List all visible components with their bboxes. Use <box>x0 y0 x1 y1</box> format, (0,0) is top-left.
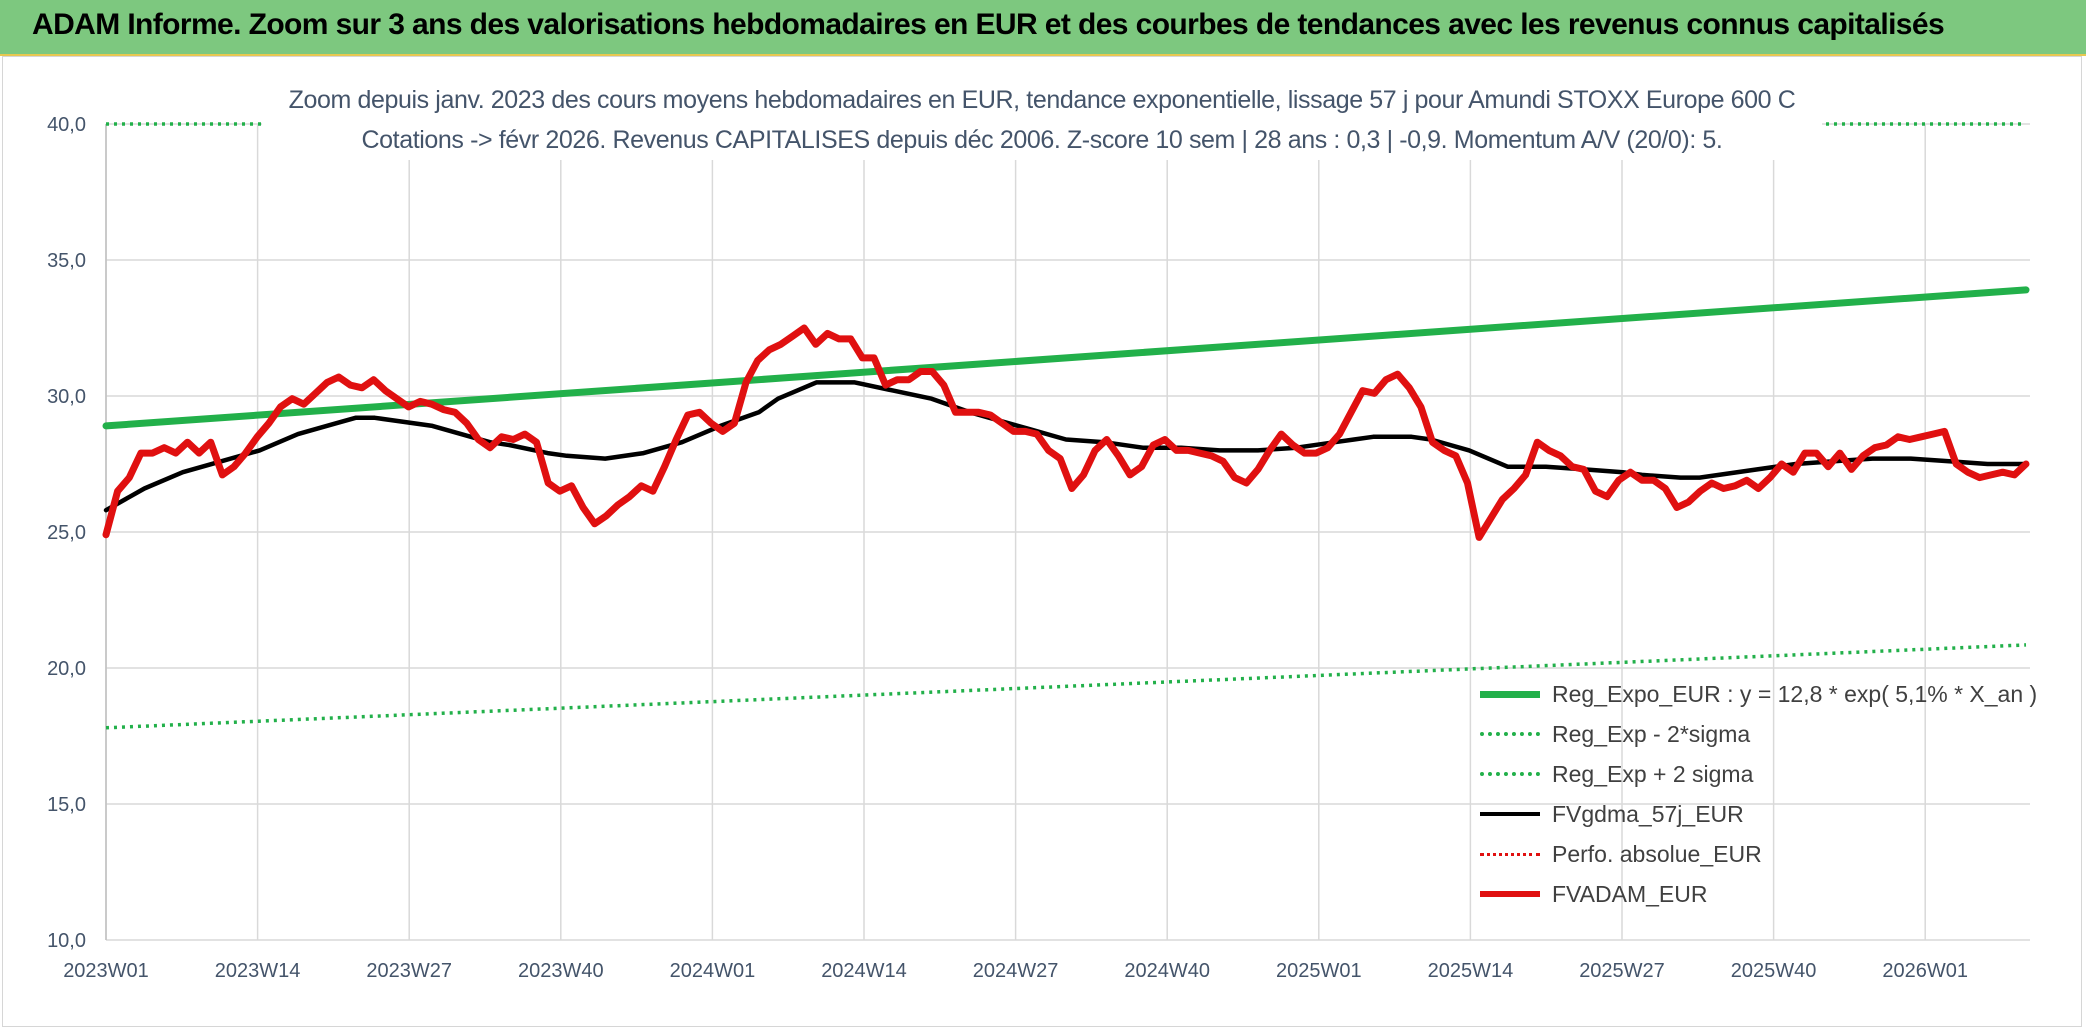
legend-item: Reg_Exp + 2 sigma <box>1480 754 2040 794</box>
x-tick-label: 2024W14 <box>821 960 907 982</box>
y-tick-label: 20,0 <box>47 658 86 680</box>
legend-label-reg-minus: Reg_Exp - 2*sigma <box>1552 720 1751 747</box>
legend-label-fvadam: FVADAM_EUR <box>1552 880 1708 907</box>
y-tick-label: 10,0 <box>47 930 86 952</box>
legend-label-fvgdma: FVgdma_57j_EUR <box>1552 800 1744 827</box>
legend-label-perfo: Perfo. absolue_EUR <box>1552 840 1762 867</box>
series-lines <box>102 122 2030 730</box>
x-tick-label: 2023W40 <box>518 960 604 982</box>
legend-item: FVADAM_EUR <box>1480 874 2040 914</box>
series-fvgdma-57j <box>103 380 2029 513</box>
legend-swatch-fvadam <box>1480 891 1540 897</box>
y-tick-label: 35,0 <box>47 250 86 272</box>
y-tick-label: 15,0 <box>47 794 86 816</box>
axis-labels: 10,0 15,0 20,0 25,0 30,0 35,0 40,0 2023W01 2023W… <box>47 114 1968 982</box>
x-tick-label: 2024W27 <box>973 960 1059 982</box>
y-tick-label: 40,0 <box>47 114 86 136</box>
legend-label-reg-plus: Reg_Exp + 2 sigma <box>1552 760 1754 787</box>
series-reg-minus-2sigma <box>105 643 2027 730</box>
legend-item: Perfo. absolue_EUR <box>1480 834 2040 874</box>
report-banner: ADAM Informe. Zoom sur 3 ans des valoris… <box>0 0 2086 56</box>
chart-title-line-2: Cotations -> févr 2026. Revenus CAPITALI… <box>361 126 1723 154</box>
x-tick-label: 2026W01 <box>1882 960 1968 982</box>
legend-swatch-perfo <box>1480 852 1540 856</box>
y-tick-label: 30,0 <box>47 386 86 408</box>
chart-title-line-1: Zoom depuis janv. 2023 des cours moyens … <box>288 86 1796 114</box>
series-fvadam <box>102 324 2030 541</box>
x-tick-label: 2023W27 <box>366 960 452 982</box>
x-tick-label: 2025W14 <box>1428 960 1514 982</box>
legend-item: Reg_Exp - 2*sigma <box>1480 714 2040 754</box>
x-tick-label: 2023W14 <box>215 960 301 982</box>
x-tick-label: 2024W01 <box>670 960 756 982</box>
chart-frame <box>2 56 2082 1027</box>
legend-label-reg-expo: Reg_Expo_EUR : y = 12,8 * exp( 5,1% * X_… <box>1552 680 2038 707</box>
report-title: ADAM Informe. Zoom sur 3 ans des valoris… <box>32 8 1945 41</box>
chart-legend: Reg_Expo_EUR : y = 12,8 * exp( 5,1% * X_… <box>1480 674 2040 914</box>
legend-swatch-fvgdma <box>1480 812 1540 816</box>
legend-swatch-reg-minus <box>1480 732 1540 736</box>
series-reg-expo <box>102 286 2030 430</box>
x-tick-label: 2024W40 <box>1124 960 1210 982</box>
legend-item: FVgdma_57j_EUR <box>1480 794 2040 834</box>
y-tick-label: 25,0 <box>47 522 86 544</box>
x-tick-label: 2023W01 <box>63 960 149 982</box>
legend-swatch-reg-expo <box>1480 690 1540 698</box>
x-tick-label: 2025W27 <box>1579 960 1665 982</box>
x-tick-label: 2025W01 <box>1276 960 1362 982</box>
legend-item: Reg_Expo_EUR : y = 12,8 * exp( 5,1% * X_… <box>1480 674 2040 714</box>
legend-swatch-reg-plus <box>1480 772 1540 776</box>
chart-title: Zoom depuis janv. 2023 des cours moyens … <box>262 80 1822 160</box>
x-tick-label: 2025W40 <box>1731 960 1817 982</box>
